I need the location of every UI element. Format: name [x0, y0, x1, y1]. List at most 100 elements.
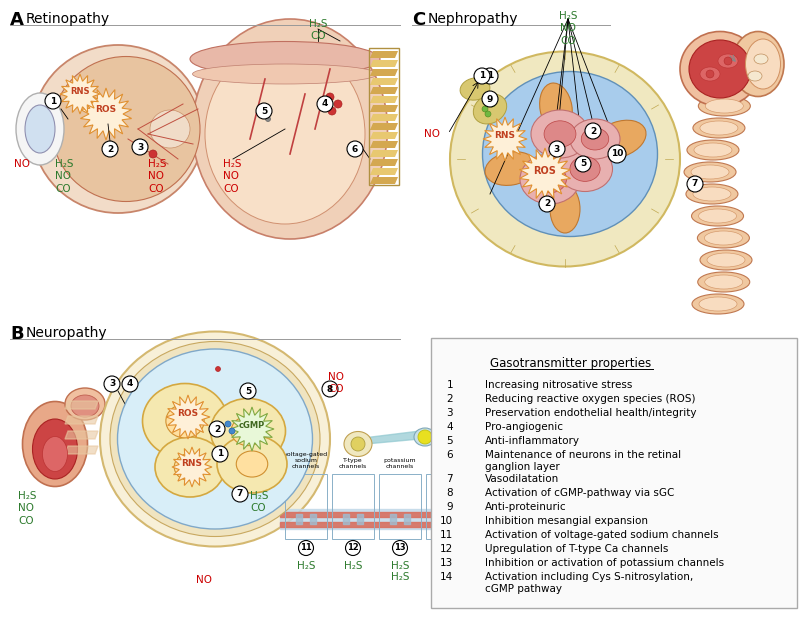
- Ellipse shape: [520, 154, 580, 204]
- Ellipse shape: [754, 54, 768, 64]
- Text: 2: 2: [544, 199, 550, 208]
- Ellipse shape: [704, 55, 742, 69]
- Polygon shape: [370, 159, 398, 166]
- Circle shape: [346, 541, 361, 555]
- Polygon shape: [437, 514, 443, 524]
- Ellipse shape: [698, 272, 750, 292]
- Circle shape: [575, 156, 591, 172]
- Ellipse shape: [193, 64, 378, 84]
- Text: H₂S: H₂S: [344, 561, 362, 571]
- Circle shape: [215, 367, 221, 371]
- Text: Retinopathy: Retinopathy: [26, 12, 110, 26]
- Text: H₂S
NO
CO: H₂S NO CO: [223, 159, 242, 194]
- Circle shape: [317, 96, 333, 112]
- Text: 10: 10: [440, 516, 453, 526]
- Text: Preservation endothelial health/integrity: Preservation endothelial health/integrit…: [485, 408, 697, 418]
- Polygon shape: [280, 509, 478, 529]
- Circle shape: [45, 93, 61, 109]
- Ellipse shape: [16, 93, 64, 165]
- Ellipse shape: [32, 45, 204, 213]
- Text: Reducing reactive oxygen species (ROS): Reducing reactive oxygen species (ROS): [485, 394, 695, 404]
- Polygon shape: [519, 148, 570, 200]
- Text: 3: 3: [109, 380, 115, 389]
- Ellipse shape: [698, 209, 737, 223]
- Circle shape: [256, 103, 272, 119]
- Text: 8: 8: [446, 488, 453, 498]
- Text: H₂S: H₂S: [390, 561, 410, 571]
- Ellipse shape: [718, 54, 738, 68]
- Polygon shape: [370, 51, 398, 58]
- Text: Upregulation of T-type Ca channels: Upregulation of T-type Ca channels: [485, 544, 668, 554]
- Text: NO: NO: [14, 159, 30, 169]
- Polygon shape: [404, 514, 410, 524]
- Polygon shape: [172, 447, 212, 487]
- Ellipse shape: [582, 128, 609, 150]
- Text: 12: 12: [347, 544, 359, 553]
- Polygon shape: [370, 132, 398, 139]
- Text: 13: 13: [394, 544, 406, 553]
- Circle shape: [240, 383, 256, 399]
- Text: 1: 1: [217, 449, 223, 459]
- Text: H₂S: H₂S: [297, 561, 315, 571]
- Text: Maintenance of neurons in the retinal
ganglion layer: Maintenance of neurons in the retinal ga…: [485, 450, 681, 472]
- Ellipse shape: [540, 83, 572, 132]
- Ellipse shape: [210, 399, 286, 463]
- Circle shape: [482, 91, 498, 107]
- Text: RNS: RNS: [182, 459, 202, 468]
- Text: 1: 1: [446, 380, 453, 390]
- Circle shape: [687, 176, 703, 192]
- Text: 4: 4: [446, 422, 453, 432]
- Ellipse shape: [231, 417, 265, 445]
- Ellipse shape: [450, 52, 680, 266]
- Ellipse shape: [570, 157, 600, 181]
- Circle shape: [298, 541, 314, 555]
- Text: NO: NO: [439, 561, 455, 571]
- Text: Activation of cGMP-pathway via sGC: Activation of cGMP-pathway via sGC: [485, 488, 674, 498]
- Ellipse shape: [155, 437, 225, 497]
- Circle shape: [474, 68, 490, 84]
- Polygon shape: [65, 446, 98, 454]
- Polygon shape: [370, 123, 398, 130]
- Ellipse shape: [217, 435, 287, 493]
- Circle shape: [608, 145, 626, 163]
- Circle shape: [322, 381, 338, 397]
- Ellipse shape: [414, 428, 436, 446]
- Circle shape: [724, 57, 732, 65]
- Text: NO
CO: NO CO: [328, 372, 344, 394]
- Ellipse shape: [150, 110, 190, 148]
- Ellipse shape: [698, 96, 750, 116]
- Circle shape: [132, 139, 148, 155]
- Text: Inhibition mesangial expansion: Inhibition mesangial expansion: [485, 516, 648, 526]
- Text: 3: 3: [554, 144, 560, 153]
- Ellipse shape: [174, 454, 206, 481]
- Text: Gasotransmitter properties: Gasotransmitter properties: [490, 357, 651, 370]
- Circle shape: [482, 106, 488, 112]
- Ellipse shape: [550, 185, 580, 233]
- Circle shape: [328, 107, 336, 115]
- Text: B: B: [10, 325, 24, 343]
- Polygon shape: [370, 87, 398, 94]
- Circle shape: [393, 541, 407, 555]
- Ellipse shape: [570, 119, 620, 159]
- Polygon shape: [65, 416, 98, 424]
- Polygon shape: [390, 514, 396, 524]
- Text: Pro-angiogenic: Pro-angiogenic: [485, 422, 563, 432]
- Ellipse shape: [485, 151, 537, 185]
- Ellipse shape: [748, 71, 762, 81]
- Ellipse shape: [193, 19, 387, 239]
- Circle shape: [706, 70, 714, 78]
- Ellipse shape: [687, 140, 739, 160]
- Polygon shape: [343, 514, 349, 524]
- Circle shape: [347, 141, 363, 157]
- Text: 4: 4: [127, 380, 133, 389]
- Polygon shape: [370, 78, 398, 85]
- Circle shape: [585, 123, 601, 139]
- Polygon shape: [370, 168, 398, 175]
- Circle shape: [326, 93, 334, 101]
- Text: 2: 2: [214, 424, 220, 433]
- Ellipse shape: [706, 99, 743, 113]
- Text: 2: 2: [590, 127, 596, 135]
- Circle shape: [229, 428, 235, 434]
- Ellipse shape: [686, 184, 738, 204]
- Ellipse shape: [190, 42, 380, 77]
